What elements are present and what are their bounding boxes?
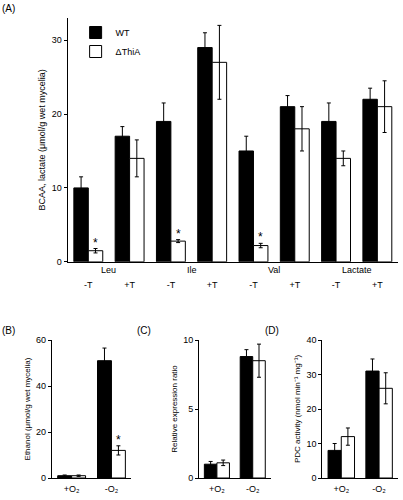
svg-text:+T: +T [207, 280, 218, 290]
svg-text:PDC activity (nmol min⁻¹ mg⁻¹): PDC activity (nmol min⁻¹ mg⁻¹) [293, 355, 302, 464]
svg-text:-T: -T [167, 280, 176, 290]
svg-text:Relative expression ratio: Relative expression ratio [170, 365, 179, 453]
svg-text:+T: +T [372, 280, 383, 290]
svg-text:ΔThiA: ΔThiA [116, 47, 141, 57]
svg-text:(D): (D) [265, 325, 279, 336]
svg-text:*: * [176, 227, 181, 241]
svg-text:-T: -T [84, 280, 93, 290]
svg-text:20: 20 [52, 109, 62, 119]
svg-text:(C): (C) [137, 325, 151, 336]
svg-text:40: 40 [307, 335, 317, 345]
svg-text:*: * [93, 236, 98, 250]
svg-text:0: 0 [41, 473, 46, 483]
svg-text:5: 5 [188, 404, 193, 414]
svg-text:Leu: Leu [101, 265, 116, 275]
svg-text:-T: -T [332, 280, 341, 290]
svg-text:*: * [258, 230, 263, 244]
svg-text:20: 20 [36, 427, 46, 437]
svg-text:20: 20 [307, 404, 317, 414]
svg-text:60: 60 [36, 335, 46, 345]
svg-text:10: 10 [183, 335, 193, 345]
svg-text:(B): (B) [2, 325, 15, 336]
svg-text:0: 0 [57, 257, 62, 267]
svg-text:(A): (A) [2, 3, 15, 14]
svg-text:-O₂: -O₂ [105, 484, 119, 494]
svg-text:30: 30 [307, 370, 317, 380]
svg-text:10: 10 [307, 439, 317, 449]
svg-text:+O₂: +O₂ [64, 484, 80, 494]
svg-text:0: 0 [188, 473, 193, 483]
svg-text:0: 0 [312, 473, 317, 483]
svg-text:+O₂: +O₂ [209, 484, 225, 494]
svg-text:+O₂: +O₂ [333, 484, 349, 494]
svg-text:Val: Val [268, 265, 280, 275]
svg-text:Ethanol (μmol/g wet mycelia): Ethanol (μmol/g wet mycelia) [23, 357, 32, 460]
svg-text:+T: +T [124, 280, 135, 290]
svg-text:40: 40 [36, 381, 46, 391]
svg-text:-T: -T [249, 280, 258, 290]
svg-text:BCAA, lactate (μmol/g wet myce: BCAA, lactate (μmol/g wet mycelia) [37, 69, 47, 210]
svg-text:30: 30 [52, 35, 62, 45]
svg-text:*: * [116, 433, 121, 447]
svg-text:+T: +T [289, 280, 300, 290]
svg-text:-O₂: -O₂ [246, 484, 260, 494]
svg-text:-O₂: -O₂ [372, 484, 386, 494]
svg-text:WT: WT [116, 28, 130, 38]
svg-text:Ile: Ile [187, 265, 197, 275]
svg-text:Lactate: Lactate [342, 265, 372, 275]
svg-text:10: 10 [52, 183, 62, 193]
